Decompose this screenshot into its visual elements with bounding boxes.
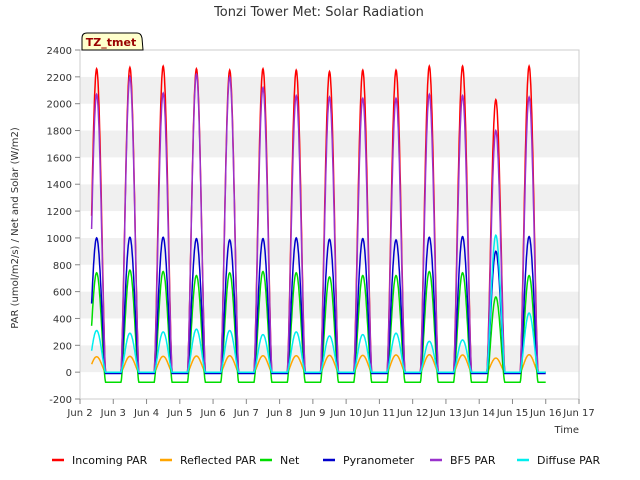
y-tick-label: 1000	[47, 234, 72, 245]
y-tick-label: 800	[53, 261, 72, 272]
y-tick-label: 1200	[47, 207, 72, 218]
series-line-diffuse-par	[90, 234, 546, 373]
legend-label-diffuse-par: Diffuse PAR	[537, 454, 601, 467]
x-tick-label: Jun 5	[166, 408, 192, 419]
x-tick-label: Jun 7	[233, 408, 259, 419]
y-tick-label: 600	[53, 288, 72, 299]
legend-label-bf5-par: BF5 PAR	[450, 454, 496, 467]
x-tick-label: Jun 12	[396, 408, 429, 419]
y-tick-label: -200	[49, 395, 72, 406]
x-tick-label: Jun 14	[462, 408, 495, 419]
grid-band	[80, 211, 579, 238]
series-lines	[90, 63, 546, 383]
x-tick-label: Jun 9	[299, 408, 325, 419]
x-tick-label: Jun 4	[133, 408, 159, 419]
site-badge-label: TZ_tmet	[86, 36, 136, 49]
grid-band	[80, 291, 579, 319]
legend-label-reflected-par: Reflected PAR	[180, 454, 257, 467]
x-axis: Jun 2 Jun 3 Jun 4 Jun 5 Jun 6 Jun 7 Jun 8 Jun 9…	[66, 399, 595, 419]
grid-band	[80, 130, 579, 158]
x-tick-label: Jun 16	[529, 408, 562, 419]
y-tick-label: 2400	[47, 46, 72, 57]
grid-band	[80, 237, 579, 265]
y-tick-label: 1400	[47, 180, 72, 191]
grid-band	[80, 184, 579, 212]
y-tick-label: 200	[53, 341, 72, 352]
x-tick-label: Jun 11	[363, 408, 396, 419]
legend-label-incoming-par: Incoming PAR	[72, 454, 148, 467]
x-tick-label: Jun 2	[66, 408, 92, 419]
x-tick-label: Jun 3	[100, 408, 126, 419]
y-tick-label: 2000	[47, 100, 72, 111]
x-tick-label: Jun 8	[266, 408, 292, 419]
grid-band	[80, 103, 579, 131]
x-tick-label: Jun 17	[562, 408, 595, 419]
y-axis-label: PAR (umol/m2/s) / Net and Solar (W/m2)	[10, 127, 21, 329]
grid-band	[80, 157, 579, 185]
site-badge: TZ_tmet	[81, 32, 144, 51]
plot-area	[79, 49, 580, 400]
x-tick-label: Jun 10	[329, 408, 362, 419]
y-tick-label: 0	[66, 368, 72, 379]
y-tick-label: 2200	[47, 73, 72, 84]
legend-label-net: Net	[280, 454, 300, 467]
x-tick-label: Jun 13	[429, 408, 462, 419]
y-tick-label: 400	[53, 314, 72, 325]
legend: Incoming PAR Reflected PAR Net Pyranometer B…	[52, 454, 601, 467]
x-axis-label: Time	[554, 425, 579, 436]
y-axis: -200 0 200 400 600 800 1000 1200 1400 1600 1800 200…	[47, 46, 80, 406]
y-tick-label: 1600	[47, 153, 72, 164]
x-tick-label: Jun 6	[199, 408, 225, 419]
x-tick-label: Jun 15	[496, 408, 529, 419]
grid-band	[80, 372, 579, 399]
chart-title: Tonzi Tower Met: Solar Radiation	[213, 5, 424, 20]
legend-label-pyranometer: Pyranometer	[343, 454, 415, 467]
y-tick-label: 1800	[47, 127, 72, 138]
